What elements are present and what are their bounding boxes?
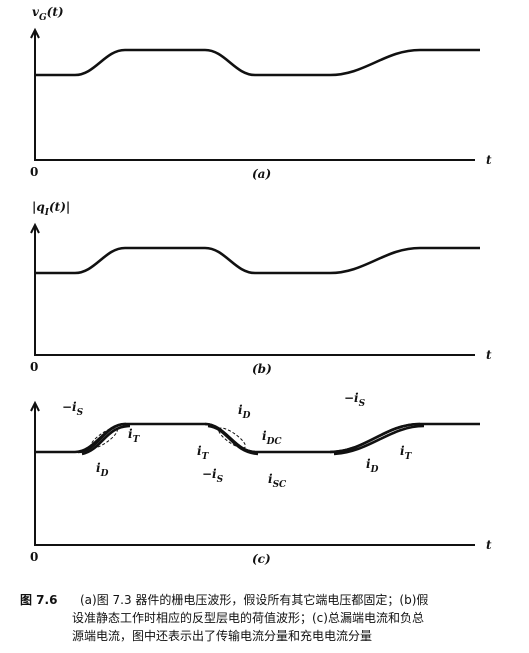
label-sub: T (202, 452, 210, 462)
origin-label: 0 (30, 550, 38, 564)
current-label: iD (238, 403, 251, 421)
panel-tag: (b) (252, 362, 272, 376)
current-label: iD (96, 461, 109, 479)
label-main: i (262, 429, 267, 443)
label-sub: S (217, 475, 224, 485)
origin-label: 0 (30, 360, 38, 374)
current-label: −iS (202, 467, 224, 485)
label-tail: (t) (47, 5, 64, 19)
label-sub: T (133, 435, 141, 445)
current-component (77, 422, 127, 454)
label-sub: DC (266, 437, 283, 447)
label-main: v (32, 5, 40, 19)
waveform (36, 246, 480, 275)
origin-label: 0 (30, 165, 38, 179)
panel-tag: (c) (252, 552, 271, 566)
label-main: |q (32, 200, 45, 214)
caption-line: 源端电流，图中还表示出了传输电流分量和充电电流分量 (72, 628, 372, 643)
axes (34, 30, 475, 161)
panel-tag: (a) (252, 167, 271, 181)
current-label: −iS (62, 400, 84, 418)
current-label: iT (197, 444, 210, 462)
label-sub: SC (273, 480, 287, 490)
current-component (207, 424, 259, 456)
x-axis-label: t (486, 153, 492, 167)
axes (34, 403, 475, 546)
label-sub: D (370, 465, 379, 475)
x-axis-label: t (486, 348, 492, 362)
y-axis-label: vG(t) (32, 5, 64, 23)
current-label: iT (128, 427, 141, 445)
label-main: i (238, 403, 243, 417)
current-label: iSC (268, 472, 287, 490)
label-sub: D (100, 469, 109, 479)
label-main: i (96, 461, 101, 475)
axis-arrow (30, 400, 40, 412)
label-main: i (400, 444, 405, 458)
y-axis-label: |qI(t)| (32, 200, 70, 218)
current-label: iDC (262, 429, 282, 447)
label-main: i (128, 427, 133, 441)
current-component (81, 424, 131, 456)
label-sub: G (39, 13, 47, 23)
caption-line: 设准静态工作时相应的反型层电的荷值波形；(c)总漏端电流和负总 (72, 610, 424, 625)
label-sub: D (242, 411, 251, 421)
label-tail: (t)| (49, 200, 70, 214)
label-sub: I (44, 208, 50, 218)
waveform (36, 48, 480, 77)
x-axis-label: t (486, 538, 492, 552)
transport-loop (218, 427, 246, 449)
current-label: iT (400, 444, 413, 462)
axis-arrow (30, 222, 40, 234)
caption-number: 图 7.6 (20, 593, 57, 607)
current-label: iD (366, 457, 379, 475)
current-label: −iS (344, 391, 366, 409)
caption-line: (a)图 7.3 器件的栅电压波形，假设所有其它端电压都固定；(b)假 (80, 592, 428, 607)
label-sub: T (405, 452, 413, 462)
current-component (333, 424, 425, 456)
axes (34, 225, 475, 356)
label-main: −i (62, 400, 77, 414)
label-main: i (197, 444, 202, 458)
label-sub: S (77, 408, 84, 418)
label-sub: S (359, 399, 366, 409)
label-main: i (366, 457, 371, 471)
current-component (329, 422, 421, 454)
label-main: i (268, 472, 273, 486)
axis-arrow (30, 27, 40, 39)
label-main: −i (344, 391, 359, 405)
transport-loop (90, 427, 118, 449)
label-main: −i (202, 467, 217, 481)
